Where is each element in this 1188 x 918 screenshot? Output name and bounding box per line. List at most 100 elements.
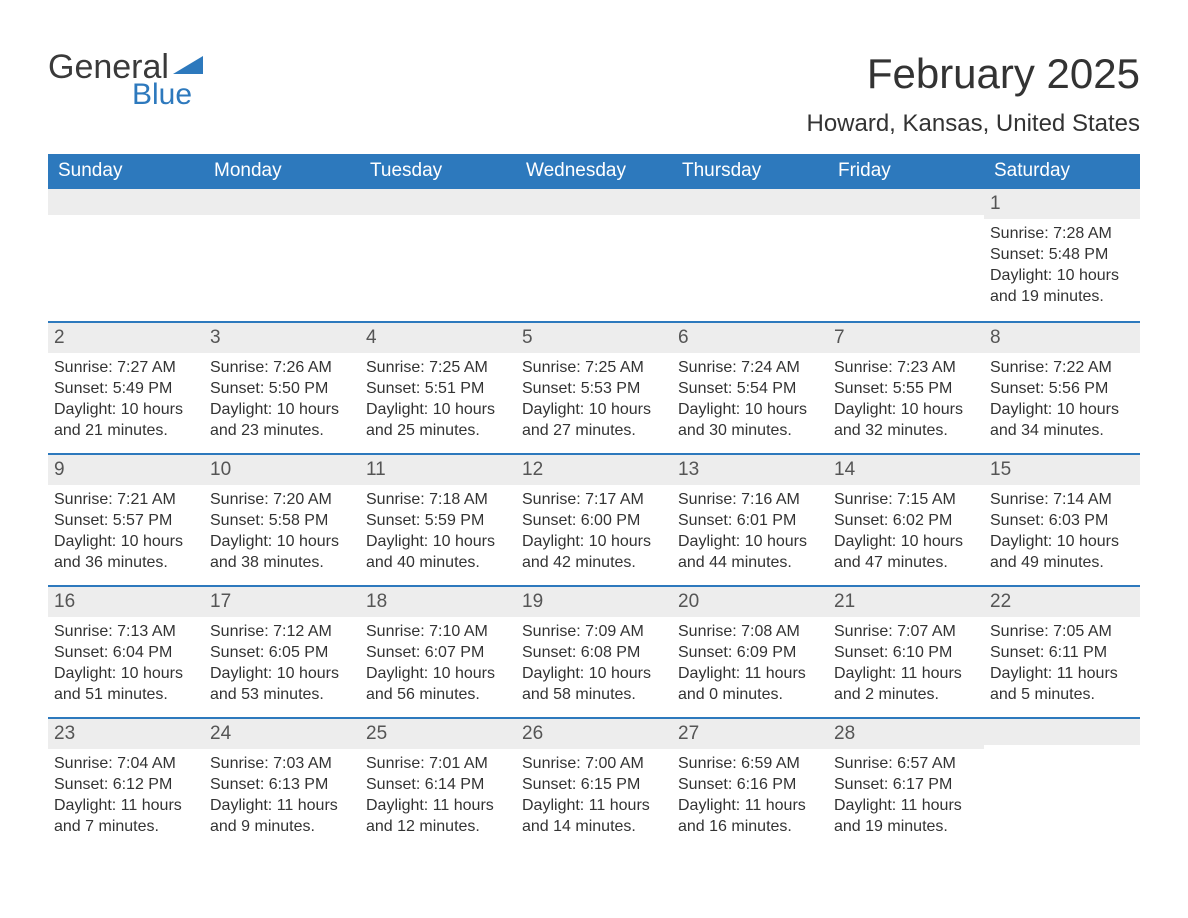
daylight-text: Daylight: 10 hours and 51 minutes. — [54, 663, 198, 705]
daylight-text: Daylight: 10 hours and 38 minutes. — [210, 531, 354, 573]
calendar-day: 17Sunrise: 7:12 AMSunset: 6:05 PMDayligh… — [204, 587, 360, 717]
daylight-text: Daylight: 11 hours and 7 minutes. — [54, 795, 198, 837]
day-body: Sunrise: 7:07 AMSunset: 6:10 PMDaylight:… — [828, 617, 984, 713]
sunrise-text: Sunrise: 7:16 AM — [678, 489, 822, 510]
calendar-day: 5Sunrise: 7:25 AMSunset: 5:53 PMDaylight… — [516, 323, 672, 453]
day-number — [204, 189, 360, 215]
day-number: 14 — [828, 455, 984, 485]
calendar-day: 9Sunrise: 7:21 AMSunset: 5:57 PMDaylight… — [48, 455, 204, 585]
day-body: Sunrise: 7:01 AMSunset: 6:14 PMDaylight:… — [360, 749, 516, 845]
day-number: 19 — [516, 587, 672, 617]
dow-thursday: Thursday — [672, 154, 828, 189]
day-number: 11 — [360, 455, 516, 485]
day-body: Sunrise: 7:17 AMSunset: 6:00 PMDaylight:… — [516, 485, 672, 581]
sunset-text: Sunset: 6:04 PM — [54, 642, 198, 663]
daylight-text: Daylight: 11 hours and 9 minutes. — [210, 795, 354, 837]
logo: General Blue — [48, 50, 203, 110]
logo-word2: Blue — [132, 80, 203, 110]
sunset-text: Sunset: 6:09 PM — [678, 642, 822, 663]
sunrise-text: Sunrise: 6:57 AM — [834, 753, 978, 774]
sunrise-text: Sunrise: 7:10 AM — [366, 621, 510, 642]
day-number: 20 — [672, 587, 828, 617]
sunrise-text: Sunrise: 6:59 AM — [678, 753, 822, 774]
daylight-text: Daylight: 10 hours and 27 minutes. — [522, 399, 666, 441]
sunrise-text: Sunrise: 7:00 AM — [522, 753, 666, 774]
sunrise-text: Sunrise: 7:25 AM — [366, 357, 510, 378]
sunrise-text: Sunrise: 7:28 AM — [990, 223, 1134, 244]
day-number: 5 — [516, 323, 672, 353]
daylight-text: Daylight: 11 hours and 2 minutes. — [834, 663, 978, 705]
day-number: 12 — [516, 455, 672, 485]
sunset-text: Sunset: 6:12 PM — [54, 774, 198, 795]
sunset-text: Sunset: 5:48 PM — [990, 244, 1134, 265]
day-body: Sunrise: 7:20 AMSunset: 5:58 PMDaylight:… — [204, 485, 360, 581]
sunset-text: Sunset: 5:57 PM — [54, 510, 198, 531]
daylight-text: Daylight: 10 hours and 23 minutes. — [210, 399, 354, 441]
sunset-text: Sunset: 6:17 PM — [834, 774, 978, 795]
day-body: Sunrise: 7:12 AMSunset: 6:05 PMDaylight:… — [204, 617, 360, 713]
day-number: 27 — [672, 719, 828, 749]
daylight-text: Daylight: 10 hours and 21 minutes. — [54, 399, 198, 441]
calendar-day: 18Sunrise: 7:10 AMSunset: 6:07 PMDayligh… — [360, 587, 516, 717]
sunset-text: Sunset: 5:58 PM — [210, 510, 354, 531]
day-number: 28 — [828, 719, 984, 749]
calendar-day — [516, 189, 672, 321]
location: Howard, Kansas, United States — [806, 110, 1140, 138]
day-number: 25 — [360, 719, 516, 749]
daylight-text: Daylight: 10 hours and 19 minutes. — [990, 265, 1134, 307]
sunset-text: Sunset: 6:14 PM — [366, 774, 510, 795]
calendar-day: 2Sunrise: 7:27 AMSunset: 5:49 PMDaylight… — [48, 323, 204, 453]
daylight-text: Daylight: 10 hours and 56 minutes. — [366, 663, 510, 705]
daylight-text: Daylight: 10 hours and 32 minutes. — [834, 399, 978, 441]
sunrise-text: Sunrise: 7:01 AM — [366, 753, 510, 774]
day-body: Sunrise: 7:05 AMSunset: 6:11 PMDaylight:… — [984, 617, 1140, 713]
daylight-text: Daylight: 10 hours and 53 minutes. — [210, 663, 354, 705]
day-number: 10 — [204, 455, 360, 485]
day-body: Sunrise: 7:15 AMSunset: 6:02 PMDaylight:… — [828, 485, 984, 581]
sunset-text: Sunset: 5:59 PM — [366, 510, 510, 531]
day-number: 6 — [672, 323, 828, 353]
sunrise-text: Sunrise: 7:04 AM — [54, 753, 198, 774]
sunrise-text: Sunrise: 7:26 AM — [210, 357, 354, 378]
calendar-week: 16Sunrise: 7:13 AMSunset: 6:04 PMDayligh… — [48, 585, 1140, 717]
daylight-text: Daylight: 10 hours and 30 minutes. — [678, 399, 822, 441]
day-body: Sunrise: 7:10 AMSunset: 6:07 PMDaylight:… — [360, 617, 516, 713]
day-number: 22 — [984, 587, 1140, 617]
calendar-day: 24Sunrise: 7:03 AMSunset: 6:13 PMDayligh… — [204, 719, 360, 849]
calendar-grid: 1Sunrise: 7:28 AMSunset: 5:48 PMDaylight… — [48, 189, 1140, 849]
calendar-day: 11Sunrise: 7:18 AMSunset: 5:59 PMDayligh… — [360, 455, 516, 585]
day-number: 15 — [984, 455, 1140, 485]
dow-sunday: Sunday — [48, 154, 204, 189]
sunrise-text: Sunrise: 7:21 AM — [54, 489, 198, 510]
daylight-text: Daylight: 11 hours and 14 minutes. — [522, 795, 666, 837]
calendar-day: 20Sunrise: 7:08 AMSunset: 6:09 PMDayligh… — [672, 587, 828, 717]
day-number — [828, 189, 984, 215]
sunrise-text: Sunrise: 7:27 AM — [54, 357, 198, 378]
calendar-day: 27Sunrise: 6:59 AMSunset: 6:16 PMDayligh… — [672, 719, 828, 849]
sunset-text: Sunset: 6:15 PM — [522, 774, 666, 795]
day-number: 7 — [828, 323, 984, 353]
dow-tuesday: Tuesday — [360, 154, 516, 189]
day-number: 17 — [204, 587, 360, 617]
sunset-text: Sunset: 6:00 PM — [522, 510, 666, 531]
calendar-week: 1Sunrise: 7:28 AMSunset: 5:48 PMDaylight… — [48, 189, 1140, 321]
calendar-day — [204, 189, 360, 321]
day-body: Sunrise: 7:28 AMSunset: 5:48 PMDaylight:… — [984, 219, 1140, 315]
header: General Blue February 2025 Howard, Kansa… — [48, 50, 1140, 148]
calendar: Sunday Monday Tuesday Wednesday Thursday… — [48, 154, 1140, 849]
day-body: Sunrise: 6:59 AMSunset: 6:16 PMDaylight:… — [672, 749, 828, 845]
daylight-text: Daylight: 11 hours and 5 minutes. — [990, 663, 1134, 705]
daylight-text: Daylight: 10 hours and 44 minutes. — [678, 531, 822, 573]
day-number — [360, 189, 516, 215]
day-number: 21 — [828, 587, 984, 617]
dow-saturday: Saturday — [984, 154, 1140, 189]
calendar-day: 13Sunrise: 7:16 AMSunset: 6:01 PMDayligh… — [672, 455, 828, 585]
day-body: Sunrise: 7:08 AMSunset: 6:09 PMDaylight:… — [672, 617, 828, 713]
day-body: Sunrise: 6:57 AMSunset: 6:17 PMDaylight:… — [828, 749, 984, 845]
day-number — [48, 189, 204, 215]
daylight-text: Daylight: 11 hours and 19 minutes. — [834, 795, 978, 837]
sunset-text: Sunset: 5:55 PM — [834, 378, 978, 399]
day-body: Sunrise: 7:13 AMSunset: 6:04 PMDaylight:… — [48, 617, 204, 713]
day-body: Sunrise: 7:16 AMSunset: 6:01 PMDaylight:… — [672, 485, 828, 581]
daylight-text: Daylight: 10 hours and 40 minutes. — [366, 531, 510, 573]
